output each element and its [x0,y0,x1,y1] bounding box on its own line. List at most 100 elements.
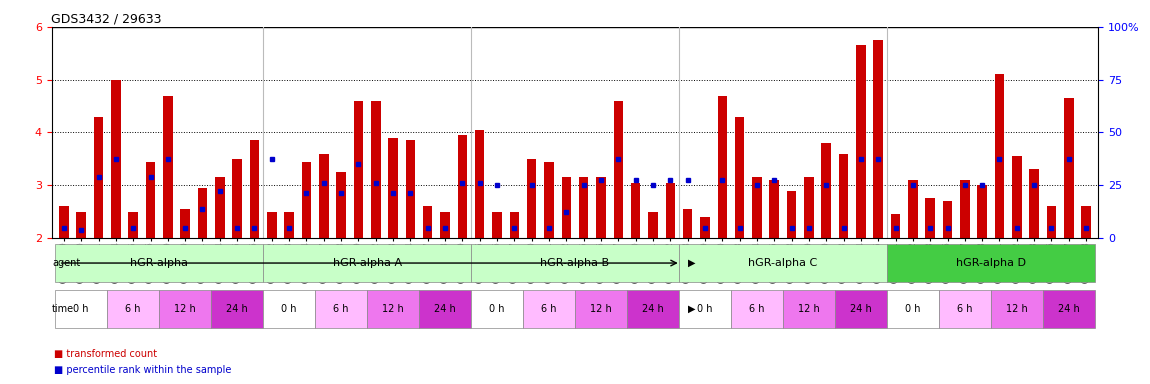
Bar [267,212,276,238]
Bar [389,138,398,238]
Text: 0 h: 0 h [905,304,921,314]
Text: ■ percentile rank within the sample: ■ percentile rank within the sample [54,365,231,375]
Text: 6 h: 6 h [125,304,141,314]
Bar [112,80,121,238]
Bar [960,180,969,238]
Bar [159,290,212,328]
Bar [527,159,536,238]
Bar [821,143,831,238]
Bar [284,212,294,238]
Bar [55,244,263,282]
Bar [1012,156,1021,238]
Bar [146,162,155,238]
Bar [94,117,103,238]
Bar [212,290,263,328]
Text: 24 h: 24 h [642,304,664,314]
Bar [943,201,952,238]
Text: GDS3432 / 29633: GDS3432 / 29633 [51,13,161,26]
Text: 12 h: 12 h [798,304,820,314]
Bar [678,244,887,282]
Text: 12 h: 12 h [590,304,612,314]
Bar [107,290,159,328]
Bar [354,101,363,238]
Bar [908,180,918,238]
Text: hGR-alpha D: hGR-alpha D [956,258,1026,268]
Bar [614,101,623,238]
Bar [666,183,675,238]
Text: 24 h: 24 h [850,304,872,314]
Bar [995,74,1004,238]
Bar [336,172,346,238]
Bar [838,154,849,238]
Bar [769,180,779,238]
Bar [250,141,259,238]
Bar [887,244,1095,282]
Bar [406,141,415,238]
Bar [544,162,554,238]
Text: 6 h: 6 h [957,304,973,314]
Bar [991,290,1043,328]
Text: 0 h: 0 h [282,304,297,314]
Text: 12 h: 12 h [382,304,404,314]
Bar [575,290,627,328]
Bar [163,96,172,238]
Bar [263,244,472,282]
Text: 24 h: 24 h [435,304,455,314]
Bar [55,290,107,328]
Bar [371,101,381,238]
Text: ■ transformed count: ■ transformed count [54,349,158,359]
Bar [509,212,519,238]
Text: 0 h: 0 h [489,304,505,314]
Bar [856,45,866,238]
Text: 0 h: 0 h [74,304,89,314]
Text: time: time [52,304,75,314]
Bar [891,214,900,238]
Bar [301,162,312,238]
Text: hGR-alpha B: hGR-alpha B [540,258,610,268]
Bar [1043,290,1095,328]
Text: hGR-alpha: hGR-alpha [130,258,189,268]
Text: ▶: ▶ [688,258,695,268]
Bar [492,212,501,238]
Bar [1029,169,1038,238]
Bar [367,290,419,328]
Bar [735,117,744,238]
Bar [319,154,329,238]
Bar [700,217,710,238]
Text: 6 h: 6 h [542,304,557,314]
Bar [787,190,796,238]
Bar [181,209,190,238]
Bar [472,244,678,282]
Text: hGR-alpha C: hGR-alpha C [749,258,818,268]
Text: 6 h: 6 h [749,304,765,314]
Bar [887,290,938,328]
Bar [783,290,835,328]
Bar [198,188,207,238]
Bar [419,290,471,328]
Bar [232,159,242,238]
Text: 12 h: 12 h [1006,304,1028,314]
Bar [440,212,450,238]
Bar [752,177,761,238]
Text: ▶: ▶ [688,304,695,314]
Bar [978,185,987,238]
Bar [627,290,678,328]
Text: 12 h: 12 h [175,304,196,314]
Bar [423,207,432,238]
Bar [938,290,991,328]
Bar [596,177,606,238]
Bar [59,207,69,238]
Bar [649,212,658,238]
Bar [731,290,783,328]
Bar [718,96,727,238]
Text: agent: agent [52,258,81,268]
Bar [578,177,589,238]
Bar [215,177,224,238]
Text: 24 h: 24 h [227,304,248,314]
Bar [472,290,523,328]
Bar [683,209,692,238]
Bar [804,177,814,238]
Bar [263,290,315,328]
Bar [926,199,935,238]
Text: 6 h: 6 h [334,304,348,314]
